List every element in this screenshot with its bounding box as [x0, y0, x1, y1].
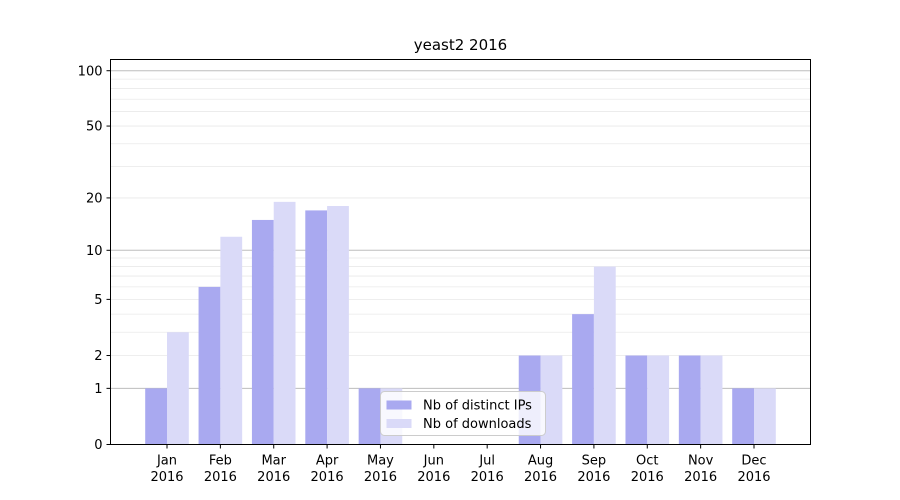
x-tick-label-month: Nov: [688, 454, 714, 469]
y-tick-label: 20: [86, 191, 103, 206]
x-tick-label-year: 2016: [364, 470, 397, 485]
x-tick-label-month: Jul: [478, 454, 495, 469]
bars-group: [145, 201, 776, 445]
bar-downloads: [167, 332, 189, 445]
bar-downloads: [647, 355, 670, 445]
y-tick-label: 0: [94, 438, 102, 453]
x-tick-label-month: Sep: [582, 454, 607, 469]
y-tick-label: 50: [86, 120, 103, 135]
bar-distinct-ips: [251, 219, 274, 445]
x-tick-label-month: Apr: [316, 454, 339, 469]
x-tick-label-month: Feb: [209, 454, 232, 469]
x-tick-label-year: 2016: [311, 470, 344, 485]
plot-border: [110, 59, 811, 445]
bar-downloads: [754, 388, 776, 445]
x-tick-label-month: Jan: [156, 454, 177, 469]
chart-title: yeast2 2016: [414, 36, 507, 54]
x-tick-label-month: Oct: [636, 454, 658, 469]
y-tick-label: 10: [86, 244, 103, 259]
bar-distinct-ips: [625, 355, 648, 445]
bar-distinct-ips: [678, 355, 701, 445]
x-tick-label-year: 2016: [417, 470, 450, 485]
x-tick-label-year: 2016: [631, 470, 664, 485]
bar-downloads: [273, 201, 296, 445]
bar-downloads: [700, 355, 723, 445]
bar-distinct-ips: [358, 388, 381, 445]
x-tick-label-month: May: [367, 454, 394, 469]
bar-distinct-ips: [305, 210, 328, 445]
x-tick-label-year: 2016: [577, 470, 610, 485]
bar-downloads: [220, 236, 243, 445]
x-tick-label-month: Jun: [423, 454, 444, 469]
y-axis: 0 1 2 5 10 20 50 100: [78, 64, 111, 453]
x-tick-label-year: 2016: [257, 470, 290, 485]
bar-downloads: [593, 266, 616, 445]
legend-swatch-distinct-ips: [386, 400, 412, 410]
x-tick-label-year: 2016: [524, 470, 557, 485]
y-tick-label: 100: [78, 64, 103, 79]
legend-label-downloads: Nb of downloads: [423, 417, 532, 432]
x-tick-label-year: 2016: [684, 470, 717, 485]
bar-downloads: [327, 206, 349, 445]
x-tick-label-month: Mar: [261, 454, 286, 469]
x-tick-label-year: 2016: [471, 470, 504, 485]
legend-label-distinct-ips: Nb of distinct IPs: [423, 399, 532, 414]
bar-distinct-ips: [572, 314, 594, 445]
x-tick-label-month: Aug: [528, 454, 553, 469]
y-tick-label: 2: [94, 349, 102, 364]
x-tick-label-month: Dec: [741, 454, 766, 469]
x-axis: Jan2016Feb2016Mar2016Apr2016May2016Jun20…: [150, 444, 771, 485]
legend-swatch-downloads: [386, 419, 412, 428]
y-tick-label: 1: [94, 382, 102, 397]
y-tick-label: 5: [94, 293, 102, 308]
x-tick-label-year: 2016: [150, 470, 183, 485]
legend: Nb of distinct IPs Nb of downloads: [380, 391, 546, 436]
bar-distinct-ips: [732, 388, 754, 445]
x-tick-label-year: 2016: [737, 470, 770, 485]
bar-distinct-ips: [145, 388, 167, 445]
x-tick-label-year: 2016: [204, 470, 237, 485]
bar-distinct-ips: [198, 286, 221, 445]
legend-box: [380, 391, 546, 436]
